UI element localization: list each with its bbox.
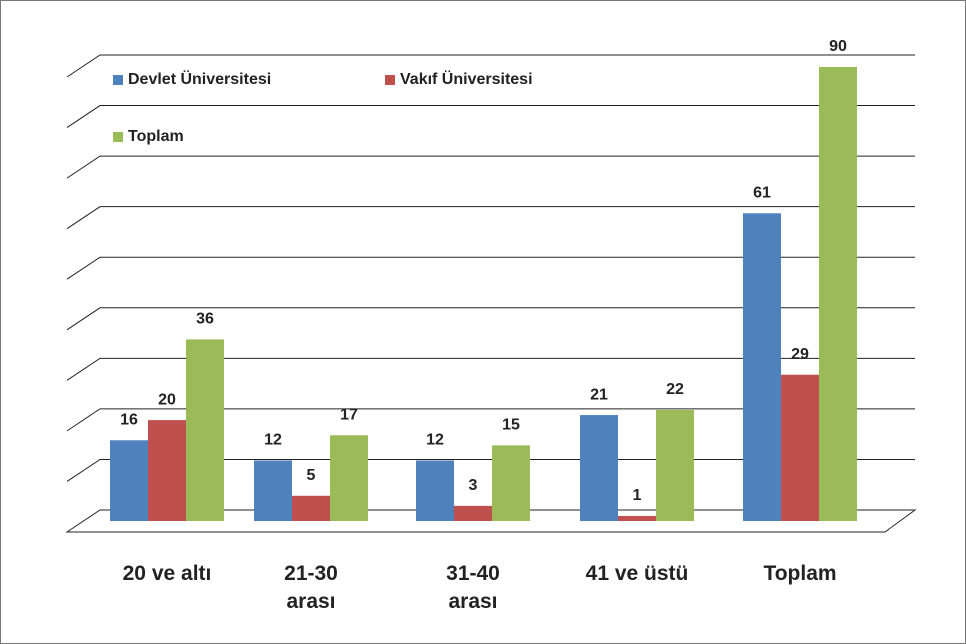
legend-label: Toplam xyxy=(128,128,184,145)
x-tick-label: 21-30 arası xyxy=(284,562,338,613)
bar xyxy=(781,374,819,521)
bar xyxy=(292,495,330,521)
legend-label: Devlet Üniversitesi xyxy=(128,69,271,88)
value-label: 61 xyxy=(753,185,771,202)
bar xyxy=(416,460,454,521)
value-label: 16 xyxy=(120,412,138,429)
category-label-box: 20 ve altı xyxy=(122,562,212,585)
legend-swatch xyxy=(113,132,123,142)
grid-line xyxy=(66,206,915,230)
bar xyxy=(148,420,186,521)
grid-line xyxy=(66,105,915,128)
bar xyxy=(330,435,368,521)
category-label-box: Toplam xyxy=(763,562,837,585)
grid-line xyxy=(66,408,915,432)
value-label: 15 xyxy=(502,417,520,434)
legend-swatch xyxy=(385,75,395,85)
value-label: 22 xyxy=(666,381,684,398)
grid-line xyxy=(66,458,915,482)
x-tick-label: 41 ve üstü xyxy=(585,562,689,585)
category-label-box: 31-40 arası xyxy=(446,562,500,613)
value-label: 12 xyxy=(264,432,282,449)
value-label: 20 xyxy=(158,391,176,408)
grid-line xyxy=(66,307,915,331)
value-label: 90 xyxy=(829,38,847,55)
bar xyxy=(254,460,292,521)
bar xyxy=(819,67,857,521)
bar xyxy=(656,410,694,521)
value-label: 21 xyxy=(590,386,608,403)
grid-line xyxy=(66,256,915,280)
value-label: 12 xyxy=(426,432,444,449)
bar xyxy=(492,445,530,521)
category-label-box: 41 ve üstü xyxy=(585,562,689,585)
bar xyxy=(743,213,781,522)
legend-label: Vakıf Üniversitesi xyxy=(400,69,533,88)
x-tick-label: 31-40 arası xyxy=(446,562,500,613)
grid-line xyxy=(66,54,915,78)
value-label: 17 xyxy=(340,406,358,423)
legend-swatch xyxy=(113,75,123,85)
grid-line xyxy=(66,155,915,179)
bar xyxy=(110,440,148,521)
x-tick-label: Toplam xyxy=(763,562,837,585)
x-tick-label: 20 ve altı xyxy=(122,562,212,585)
bar xyxy=(580,415,618,521)
category-label-box: 21-30 arası xyxy=(284,562,338,613)
bar xyxy=(186,339,224,521)
value-label: 36 xyxy=(196,311,214,328)
value-label: 1 xyxy=(633,487,642,504)
value-label: 5 xyxy=(307,467,316,484)
value-label: 29 xyxy=(791,346,809,363)
bar xyxy=(618,515,656,521)
value-label: 3 xyxy=(469,477,478,494)
bar xyxy=(454,505,492,521)
grid-line xyxy=(66,357,915,381)
